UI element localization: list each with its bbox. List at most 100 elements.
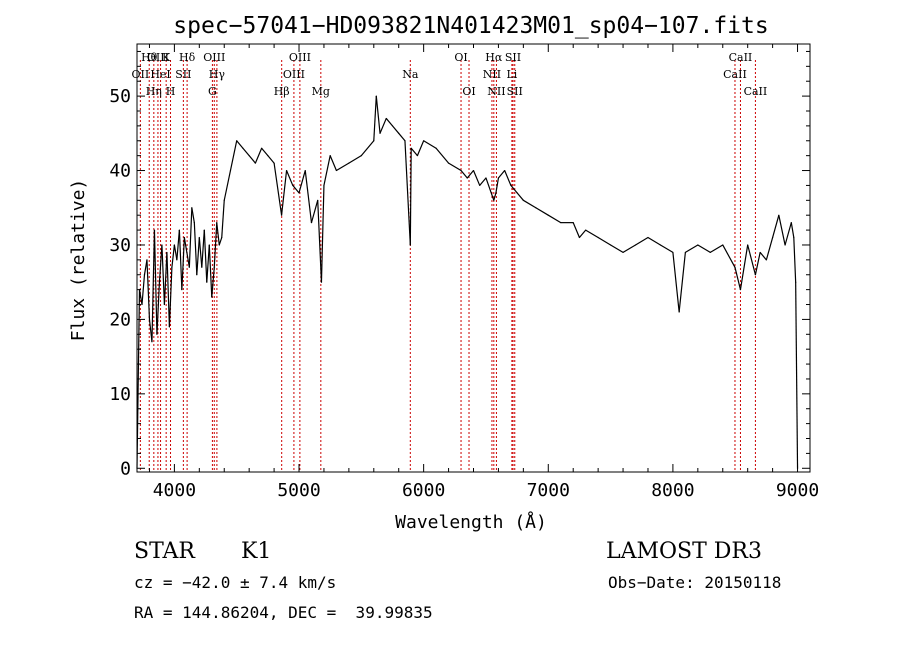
survey-name: LAMOST DR3	[606, 539, 762, 564]
flux-segment-81	[516, 192, 524, 201]
flux-segment-106	[765, 237, 774, 261]
line-label-2: Hη	[146, 85, 162, 98]
flux-segment-84	[547, 214, 562, 224]
flux-segment-69	[435, 147, 450, 164]
flux-segment-104	[754, 252, 761, 275]
flux-segment-76	[493, 192, 497, 201]
flux-segment-19	[181, 237, 185, 290]
flux-segment-38	[236, 140, 244, 149]
flux-segment-27	[201, 230, 205, 268]
flux-segment-70	[448, 162, 462, 172]
flux-segment-79	[504, 170, 512, 186]
flux-segment-100	[722, 244, 736, 268]
flux-segment-63	[398, 132, 406, 142]
flux-segment-96	[678, 252, 686, 313]
flux-segment-77	[495, 177, 500, 193]
flux-segment-13	[166, 252, 171, 327]
flux-segment-53	[323, 155, 331, 186]
flux-segment-103	[747, 244, 756, 275]
flux-segment-93	[647, 237, 661, 246]
line-label-22: SII	[505, 51, 521, 64]
flux-segment-33	[216, 222, 220, 246]
line-label-0: OΙΙ	[132, 68, 150, 81]
flux-segment-25	[196, 237, 200, 275]
flux-segment-2	[138, 289, 143, 305]
flux-segment-59	[375, 96, 381, 134]
line-label-14: OIII	[283, 68, 305, 81]
flux-segment-52	[320, 185, 325, 283]
flux-segment-66	[410, 147, 418, 157]
line-label-8: Hδ	[179, 51, 196, 64]
flux-segment-5	[146, 259, 151, 320]
flux-segment-32	[213, 222, 218, 268]
spectral-subclass: K1	[241, 539, 272, 564]
line-label-23: Li	[506, 68, 517, 81]
flux-segment-71	[460, 170, 468, 179]
flux-segment-82	[523, 199, 537, 209]
flux-segment-28	[203, 230, 208, 283]
line-label-10: Hγ	[209, 68, 226, 81]
flux-segment-18	[178, 230, 183, 290]
y-tick-label-1: 10	[109, 384, 131, 405]
flux-segment-75	[485, 177, 495, 201]
line-label-19: Hα	[485, 51, 503, 64]
flux-segment-72	[466, 170, 474, 179]
flux-segment-101	[734, 267, 742, 290]
flux-segment-3	[141, 274, 146, 305]
flux-segment-9	[156, 282, 161, 335]
line-label-11: G	[208, 85, 217, 98]
flux-segment-105	[759, 252, 767, 261]
flux-segment-95	[672, 252, 680, 313]
flux-segment-97	[685, 244, 699, 253]
flux-segment-87	[578, 229, 587, 238]
y-axis-title: Flux (relative)	[68, 179, 89, 342]
y-axis-ticks: 0 10 20 30 40 50	[109, 50, 810, 479]
x-tick-label-5: 9000	[776, 480, 819, 501]
line-label-9: OIII	[203, 51, 225, 64]
line-label-6: H	[166, 85, 176, 98]
line-label-17: OI	[454, 51, 467, 64]
spectrum-trace	[136, 95, 799, 469]
flux-segment-29	[206, 244, 210, 283]
flux-segment-99	[709, 244, 724, 253]
flux-segment-8	[153, 230, 158, 335]
flux-segment-50	[310, 200, 319, 223]
flux-segment-90	[610, 244, 624, 253]
x-tick-label-1: 5000	[277, 480, 320, 501]
flux-segment-92	[635, 237, 649, 246]
flux-segment-20	[183, 237, 188, 253]
flux-segment-91	[622, 244, 636, 253]
flux-segment-51	[317, 200, 323, 283]
line-label-4: K	[162, 51, 171, 64]
line-label-7: SII	[175, 68, 191, 81]
y-tick-label-2: 20	[109, 309, 131, 330]
line-label-3: OIII	[147, 51, 169, 64]
flux-segment-45	[280, 170, 288, 216]
flux-segment-94	[660, 244, 674, 253]
line-label-12: Hβ	[274, 85, 290, 98]
flux-segment-39	[242, 147, 250, 157]
flux-segment-10	[158, 244, 163, 283]
line-label-24: SII	[507, 85, 523, 98]
flux-segment-61	[385, 118, 393, 127]
flux-segment-17	[176, 230, 180, 260]
flux-segment-30	[208, 244, 213, 298]
flux-segment-15	[171, 244, 175, 268]
y-tick-label-4: 40	[109, 161, 131, 182]
line-markers	[139, 60, 756, 472]
flux-segment-47	[292, 185, 300, 194]
y-tick-label-5: 50	[109, 86, 131, 107]
chart-title: spec−57041−HD093821N401423M01_sp04−107.f…	[173, 13, 768, 39]
flux-segment-58	[373, 96, 377, 141]
flux-segment-42	[261, 147, 269, 157]
flux-segment-46	[286, 170, 294, 186]
flux-segment-40	[248, 155, 256, 164]
flux-segment-48	[298, 170, 306, 194]
flux-segment-108	[778, 215, 786, 246]
line-label-13: OIII	[289, 51, 311, 64]
line-label-1: Hθ	[141, 51, 158, 64]
flux-segment-111	[793, 237, 797, 283]
flux-segment-35	[221, 200, 225, 238]
